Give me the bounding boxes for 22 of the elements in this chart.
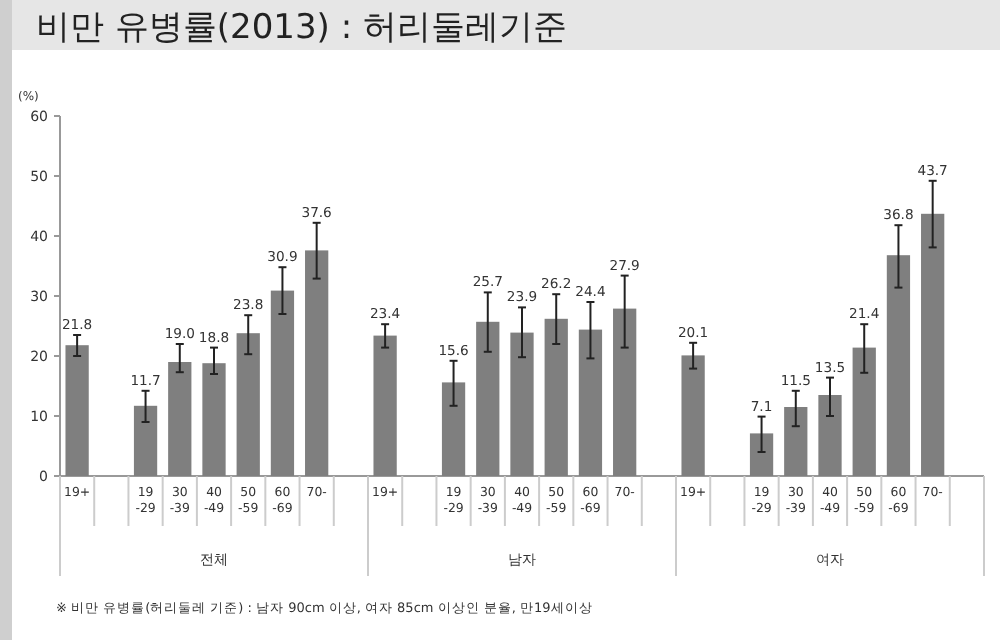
bar: [749, 433, 774, 476]
bar: [305, 250, 329, 476]
bar: [270, 290, 295, 476]
bar: [373, 335, 397, 476]
bar: [886, 255, 911, 476]
bar: [168, 362, 192, 476]
bar: [236, 333, 260, 476]
bar: [852, 347, 876, 476]
bar: [784, 407, 808, 476]
bar: [544, 318, 568, 476]
bar: [133, 405, 158, 476]
bar: [921, 213, 945, 476]
bar: [202, 363, 226, 476]
bar: [441, 382, 466, 476]
chart-title: 비만 유병률(2013) : 허리둘레기준: [36, 8, 567, 48]
bar: [818, 395, 842, 476]
bar: [65, 345, 89, 476]
bar: [578, 329, 603, 476]
bar: [476, 321, 500, 476]
bar: [613, 308, 637, 476]
bar: [510, 332, 534, 476]
bar: [681, 355, 705, 476]
